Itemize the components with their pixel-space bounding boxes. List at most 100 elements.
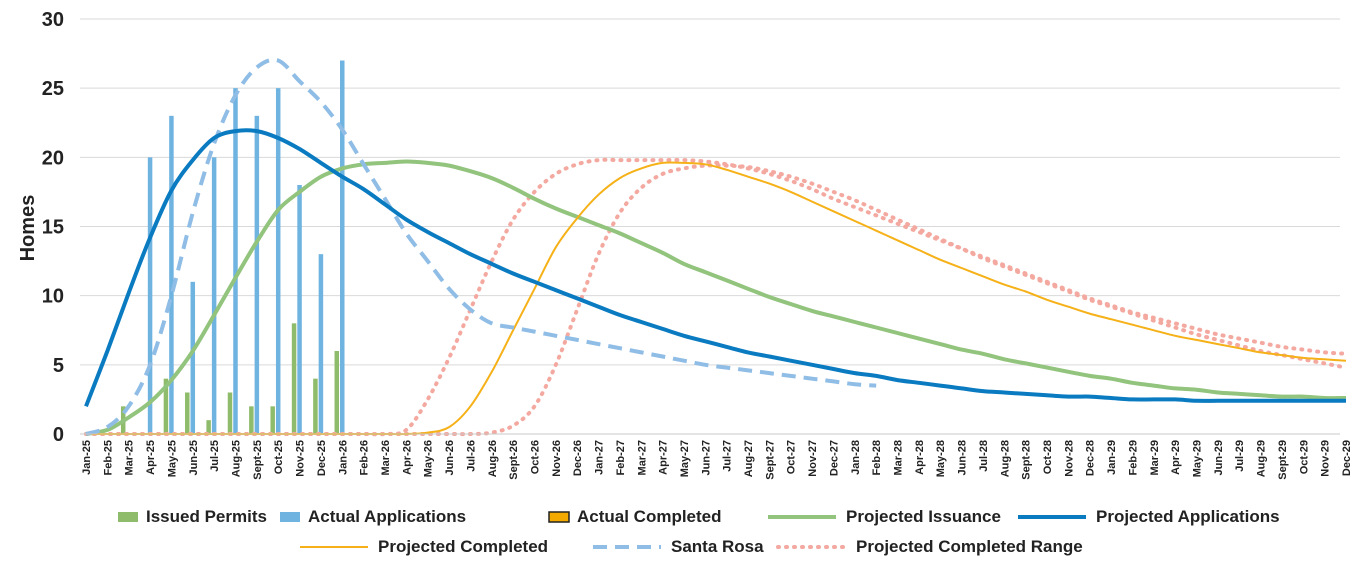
legend-label: Projected Applications <box>1096 507 1280 526</box>
x-tick-label: Apr-28 <box>914 440 926 475</box>
x-tick-label: Aug-26 <box>487 440 499 477</box>
x-tick-label: May-26 <box>423 440 435 477</box>
x-tick-label: Jul-28 <box>978 440 990 472</box>
bar <box>169 115 174 434</box>
x-tick-label: Dec-27 <box>828 440 840 476</box>
bar <box>185 392 190 434</box>
legend-label: Projected Completed <box>378 537 548 556</box>
x-tick-label: Nov-28 <box>1063 440 1075 477</box>
x-tick-label: Jul-29 <box>1234 440 1246 472</box>
y-tick-label: 10 <box>42 286 64 308</box>
x-tick-label: Jun-26 <box>444 440 456 475</box>
bar <box>340 60 345 434</box>
x-tick-label: Sept-29 <box>1277 440 1289 480</box>
bar <box>270 406 275 434</box>
x-tick-label: Apr-26 <box>401 440 413 475</box>
legend-label: Projected Issuance <box>846 507 1001 526</box>
x-tick-label: Jun-27 <box>700 440 712 475</box>
bar <box>254 115 260 434</box>
x-tick-label: Sept-25 <box>252 440 264 480</box>
bar <box>297 185 302 434</box>
x-tick-label: Mar-26 <box>380 440 392 475</box>
x-tick-label: Jun-29 <box>1213 440 1225 475</box>
x-tick-label: Jul-27 <box>722 440 734 472</box>
x-tick-label: Dec-25 <box>316 440 328 476</box>
x-tick-label: Aug-28 <box>999 440 1011 477</box>
line-series <box>85 159 1347 436</box>
legend-label: Actual Completed <box>577 507 722 526</box>
bar <box>318 254 324 434</box>
x-tick-label: Oct-27 <box>786 440 798 474</box>
legend-swatch <box>280 512 300 522</box>
y-tick-label: 0 <box>53 424 64 446</box>
legend-label: Actual Applications <box>308 507 466 526</box>
legend-item: Projected Completed Range <box>776 537 1083 556</box>
bar <box>190 281 196 434</box>
gridlines <box>80 18 1340 366</box>
x-tick-label: Oct-25 <box>273 440 285 474</box>
bar <box>275 88 281 435</box>
x-tick-label: Sept-27 <box>764 440 776 480</box>
x-tick-label: May-27 <box>679 440 691 477</box>
legend-swatch <box>118 512 138 522</box>
x-tick-label: Dec-26 <box>572 440 584 476</box>
x-tick-label: Feb-29 <box>1127 440 1139 475</box>
y-axis-ticks: 0 5 10 15 20 25 30 <box>42 9 64 446</box>
x-tick-label: May-29 <box>1192 440 1204 477</box>
x-tick-label: Oct-29 <box>1298 440 1310 474</box>
x-tick-label: Jan-29 <box>1106 440 1118 475</box>
x-tick-label: Jan-28 <box>850 440 862 475</box>
x-tick-label: Feb-28 <box>871 440 883 475</box>
legend-swatch <box>548 511 570 523</box>
x-tick-label: Feb-25 <box>102 440 114 475</box>
x-tick-label: Nov-25 <box>295 440 307 477</box>
x-tick-label: Nov-27 <box>807 440 819 477</box>
x-tick-label: Jan-25 <box>81 440 93 475</box>
x-tick-label: Jun-28 <box>957 440 969 475</box>
x-tick-label: Apr-27 <box>658 440 670 475</box>
legend-item: Projected Applications <box>1018 507 1280 526</box>
x-tick-label: Jan-26 <box>337 440 349 475</box>
bar <box>249 406 254 434</box>
legend-label: Projected Completed Range <box>856 537 1083 556</box>
x-tick-label: Jun-25 <box>188 440 200 475</box>
legend-label: Issued Permits <box>146 507 267 526</box>
bar <box>211 157 217 435</box>
x-tick-label: Aug-27 <box>743 440 755 477</box>
bar <box>206 420 211 434</box>
line-series <box>86 161 1347 436</box>
x-tick-label: Aug-29 <box>1256 440 1268 477</box>
legend-item: Issued Permits <box>118 507 267 526</box>
bar <box>334 351 340 434</box>
legend-item: Projected Issuance <box>768 507 1001 526</box>
bar <box>313 378 318 434</box>
bar <box>291 323 297 434</box>
x-tick-label: Nov-29 <box>1320 440 1332 477</box>
x-tick-label: Mar-27 <box>636 440 648 475</box>
y-tick-label: 25 <box>42 78 64 100</box>
y-tick-label: 20 <box>42 147 64 169</box>
legend-item: Projected Completed <box>300 537 548 556</box>
x-tick-label: Apr-29 <box>1170 440 1182 475</box>
x-axis-ticks: Jan-25 Feb-25 Mar-25 Apr-25 May-25 Jun-25 Jul-… <box>81 440 1351 480</box>
x-tick-label: Jul-25 <box>209 440 221 472</box>
y-axis-label: Homes <box>17 195 39 262</box>
line-series-range-lower <box>84 163 1348 437</box>
x-tick-label: Feb-26 <box>359 440 371 475</box>
x-tick-label: Mar-28 <box>893 440 905 475</box>
y-tick-label: 15 <box>42 217 64 239</box>
x-tick-label: May-28 <box>935 440 947 477</box>
x-tick-label: Sept-26 <box>508 440 520 480</box>
x-tick-label: Sept-28 <box>1021 440 1033 480</box>
line-series <box>84 128 1346 408</box>
x-tick-label: Apr-25 <box>145 440 157 475</box>
bar <box>147 157 153 435</box>
x-tick-label: Nov-26 <box>551 440 563 477</box>
line-series-range-upper <box>84 157 1348 437</box>
bar <box>163 378 169 434</box>
x-tick-label: Aug-25 <box>230 440 242 477</box>
legend-item: Actual Completed <box>548 507 722 526</box>
x-tick-label: Jul-26 <box>465 440 477 472</box>
